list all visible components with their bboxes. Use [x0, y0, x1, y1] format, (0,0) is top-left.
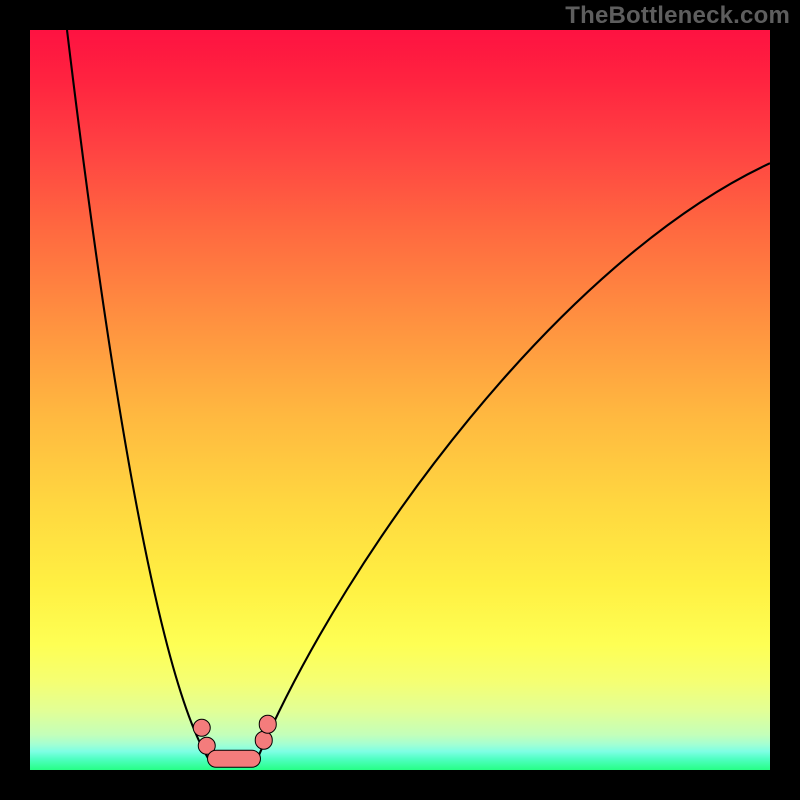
curve-marker [255, 731, 274, 750]
watermark: TheBottleneck.com [565, 2, 790, 30]
curve-marker [192, 719, 211, 738]
bottleneck-curve [30, 30, 770, 770]
plot-area [30, 30, 770, 770]
curve-marker [258, 715, 277, 734]
curve-marker [207, 750, 261, 769]
